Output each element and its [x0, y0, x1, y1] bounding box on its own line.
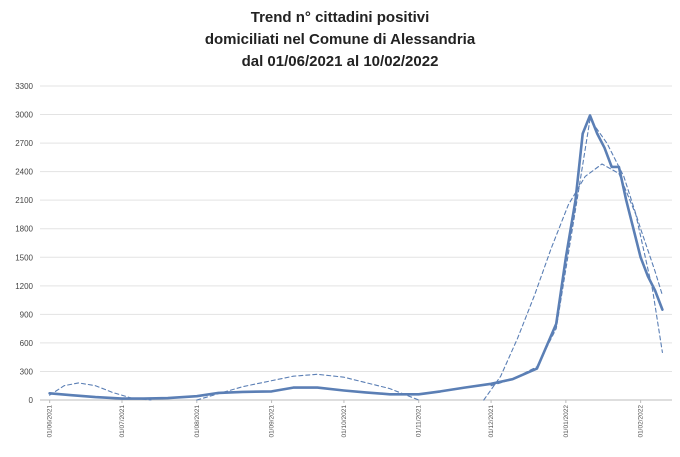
trendline-2	[196, 373, 420, 401]
x-tick-label: 01/02/2022	[638, 405, 645, 438]
x-tick-label: 01/10/2021	[341, 405, 348, 438]
y-tick-label: 3300	[15, 82, 33, 91]
x-tick-label: 01/08/2021	[194, 405, 201, 438]
x-tick-label: 01/01/2022	[563, 405, 570, 438]
chart-title-line-1: Trend n° cittadini positivi	[250, 9, 430, 26]
y-tick-label: 600	[20, 339, 34, 348]
x-tick-label: 01/11/2021	[416, 405, 423, 437]
x-tick-label: 01/07/2021	[119, 405, 126, 438]
y-tick-label: 2700	[15, 139, 33, 148]
chart-title-line-2: domiciliati nel Comune di Alessandria	[204, 31, 476, 48]
y-tick-label: 300	[20, 367, 34, 376]
trendline-1	[49, 382, 152, 401]
y-tick-label: 1500	[15, 253, 33, 262]
data-series-line	[48, 114, 664, 400]
y-tick-label: 0	[29, 396, 34, 405]
y-tick-label: 2100	[15, 196, 33, 205]
y-tick-label: 1800	[15, 225, 33, 234]
y-tick-label: 1200	[15, 282, 33, 291]
x-tick-label: 01/12/2021	[488, 405, 495, 438]
trendline-3	[483, 163, 663, 401]
x-tick-label: 01/06/2021	[47, 405, 54, 438]
x-tick-label: 01/09/2021	[269, 405, 276, 438]
y-tick-label: 2400	[15, 168, 33, 177]
y-tick-label: 900	[20, 310, 34, 319]
y-tick-label: 3000	[15, 111, 33, 120]
trendline-4	[490, 118, 663, 387]
chart-title-line-3: dal 01/06/2021 al 10/02/2022	[241, 53, 439, 70]
